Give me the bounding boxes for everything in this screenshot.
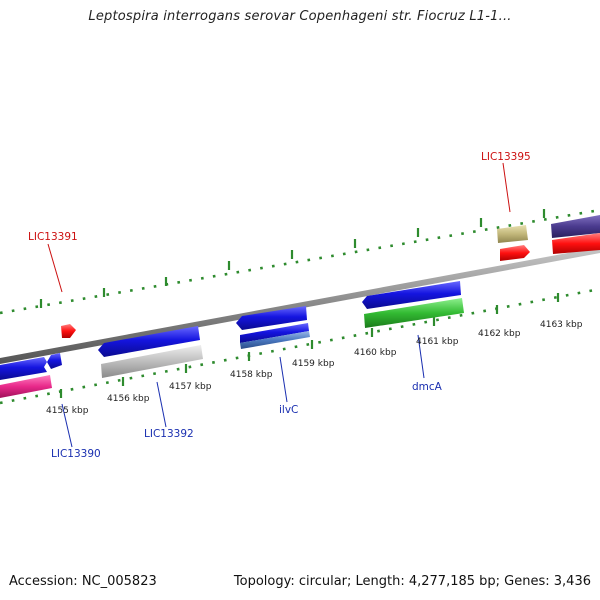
tick-label: 4161 kbp (416, 337, 459, 347)
leader-line-lic13390 (61, 403, 73, 448)
gene-arrow-lic13390-upper[interactable] (0, 357, 47, 380)
tick-labels: 4155 kbp 4156 kbp 4157 kbp 4158 kbp 4159… (46, 320, 583, 416)
leader-line-lic13395 (502, 162, 511, 213)
genome-summary-text: Topology: circular; Length: 4,277,185 bp… (233, 574, 591, 589)
tick-label: 4163 kbp (540, 320, 583, 330)
gene-label-lic13390[interactable]: LIC13390 (51, 448, 101, 460)
gene-arrow-lic13392-gray[interactable] (101, 345, 203, 378)
tick-label: 4156 kbp (107, 394, 150, 404)
gene-arrow-lic13395-upper[interactable] (497, 225, 528, 243)
gene-arrow-red-small-upper[interactable] (61, 324, 76, 338)
gene-label-dmca[interactable]: dmcA (412, 381, 443, 393)
gene-arrow-dmca-upper[interactable] (362, 281, 461, 309)
upper-tick-track (0, 208, 600, 315)
gene-arrow-lic13390-pink[interactable] (0, 375, 52, 398)
page-title: Leptospira interrogans serovar Copenhage… (88, 9, 512, 24)
gene-arrow-dmca-green[interactable] (364, 298, 464, 328)
tick-label: 4162 kbp (478, 329, 521, 339)
gene-label-lic13392[interactable]: LIC13392 (144, 428, 194, 440)
gene-arrow-small-blue[interactable] (47, 353, 62, 369)
gene-arrow-lic13392-upper[interactable] (98, 326, 200, 357)
gene-arrow-ilvc-upper[interactable] (236, 306, 307, 330)
gene-label-ilvc[interactable]: ilvC (279, 404, 298, 416)
tick-label: 4160 kbp (354, 348, 397, 358)
tick-label: 4158 kbp (230, 370, 273, 380)
gene-arrow-purple[interactable] (551, 215, 600, 238)
gene-arrow-red-right[interactable] (552, 233, 600, 254)
tick-label: 4155 kbp (46, 406, 89, 416)
leader-line-dmca (417, 334, 425, 379)
lower-tick-track (0, 287, 600, 405)
tick-label: 4159 kbp (292, 359, 335, 369)
gene-arrow-ilvc-steel[interactable] (240, 331, 310, 349)
genome-backbone (0, 247, 600, 364)
gene-arrow-ilvc-lower[interactable] (240, 323, 309, 343)
leader-line-ilvc (279, 356, 288, 403)
tick-label: 4157 kbp (169, 382, 212, 392)
leader-line-lic13392 (156, 381, 167, 428)
gene-label-lic13395[interactable]: LIC13395 (481, 151, 531, 163)
gene-label-lic13391[interactable]: LIC13391 (28, 231, 78, 243)
gene-arrow-lic13395-red[interactable] (500, 245, 530, 261)
accession-text: Accession: NC_005823 (9, 574, 157, 589)
leader-line-lic13391 (47, 243, 63, 293)
